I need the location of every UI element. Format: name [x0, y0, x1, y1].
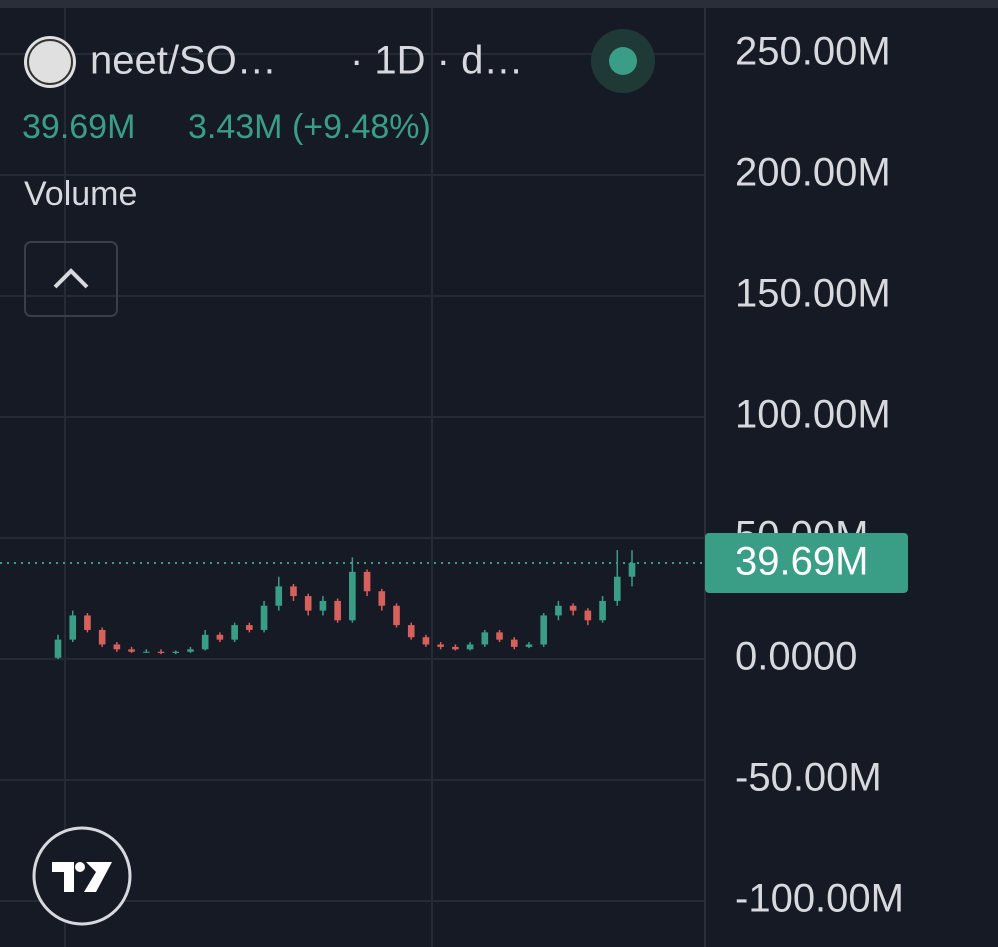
candle-body	[481, 632, 489, 645]
indicator-name: Volume	[24, 175, 137, 213]
candle-body	[201, 634, 209, 650]
candle-body	[407, 625, 415, 638]
y-tick-label: 200.00M	[735, 151, 891, 195]
top-bar	[0, 0, 998, 8]
change: 3.43M (+9.48%)	[188, 108, 431, 146]
candle-body	[599, 600, 606, 621]
y-tick-label: -100.00M	[735, 877, 904, 921]
candle-body	[422, 637, 430, 645]
y-tick-label: 150.00M	[735, 272, 891, 316]
candle-body	[525, 644, 533, 647]
candle-body	[555, 605, 562, 616]
candle-body	[319, 600, 327, 611]
symbol-logo	[24, 36, 76, 88]
candle-body	[393, 605, 400, 626]
candle-body	[349, 571, 356, 621]
y-tick-label: 250.00M	[735, 30, 891, 74]
symbol-logo-ring	[27, 39, 73, 85]
candle-body	[260, 605, 268, 630]
candle-body	[231, 625, 238, 640]
candle-body	[275, 586, 283, 606]
candle-body	[187, 649, 194, 652]
tv-logo-dot	[75, 862, 85, 872]
candle-body	[466, 644, 474, 650]
tv-logo-mark	[52, 862, 112, 892]
candle-body	[128, 649, 135, 652]
candle-body	[216, 634, 224, 640]
candle-body	[613, 576, 621, 601]
last-price-tag	[705, 532, 908, 593]
candle-body	[437, 644, 444, 647]
candle-body	[334, 600, 341, 621]
header: neet/SO… · 1D · d… 39.69M 3.43M (+9.48%)…	[22, 29, 655, 926]
candle-body	[378, 591, 386, 606]
y-tick-label: 0.0000	[735, 635, 857, 679]
tv-logo[interactable]	[32, 826, 132, 926]
interval: · 1D · d…	[350, 39, 523, 83]
chevron	[53, 268, 89, 289]
candle-body	[363, 571, 371, 592]
candle-body	[304, 596, 312, 611]
candle-body	[142, 651, 150, 653]
candle-body	[157, 651, 165, 653]
y-tick-label: -50.00M	[735, 756, 882, 800]
last-price: 39.69M	[22, 108, 135, 146]
symbol: neet/SO…	[90, 39, 277, 83]
candle-body	[496, 632, 503, 640]
candle-body	[113, 644, 121, 650]
candle-body	[290, 586, 297, 597]
candle-body	[540, 615, 548, 645]
candle-body	[584, 610, 592, 621]
candle-body	[569, 605, 577, 611]
candle-body	[246, 625, 253, 630]
candle-body	[510, 639, 518, 647]
candle-body	[172, 651, 180, 653]
candle-body	[628, 562, 636, 577]
candle-body	[84, 615, 91, 630]
collapse-button[interactable]	[24, 241, 118, 317]
candle-body	[54, 639, 62, 658]
candle-body	[452, 646, 459, 650]
y-tick-label: 100.00M	[735, 393, 891, 437]
candle-body	[69, 615, 77, 640]
candle-body	[98, 629, 106, 645]
last-price-label: 39.69M	[735, 540, 868, 584]
status-dot	[609, 47, 637, 75]
